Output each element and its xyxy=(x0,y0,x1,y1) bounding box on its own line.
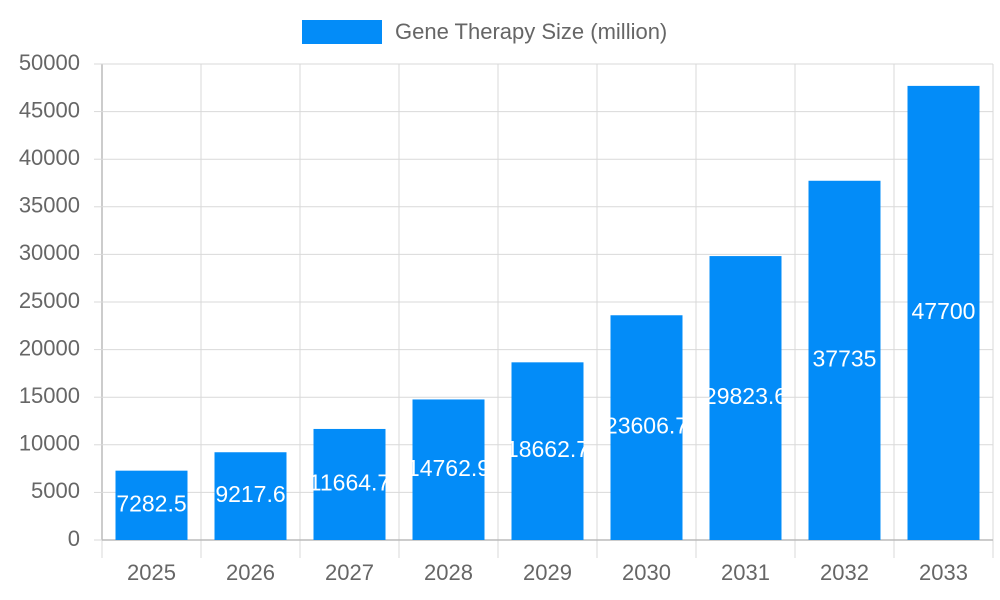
legend-swatch xyxy=(302,20,382,44)
bar xyxy=(412,399,485,540)
bar xyxy=(808,180,881,540)
value-label: 47700 xyxy=(912,298,976,324)
x-tick-label: 2026 xyxy=(226,560,275,585)
value-label: 37735 xyxy=(813,345,877,371)
value-label: 23606.7 xyxy=(605,413,688,439)
x-tick-label: 2033 xyxy=(919,560,968,585)
bar xyxy=(511,362,584,540)
bar xyxy=(907,85,980,541)
x-tick-label: 2029 xyxy=(523,560,572,585)
y-tick-label: 35000 xyxy=(19,193,80,218)
value-label: 9217.6 xyxy=(215,481,285,507)
y-tick-label: 20000 xyxy=(19,335,80,360)
value-label: 7282.5 xyxy=(116,490,186,516)
x-tick-label: 2028 xyxy=(424,560,473,585)
y-tick-label: 5000 xyxy=(31,478,80,503)
y-tick-label: 30000 xyxy=(19,240,80,265)
x-tick-label: 2027 xyxy=(325,560,374,585)
value-label: 18662.7 xyxy=(506,436,589,462)
y-tick-label: 25000 xyxy=(19,288,80,313)
x-tick-label: 2031 xyxy=(721,560,770,585)
y-tick-label: 45000 xyxy=(19,97,80,122)
y-tick-label: 40000 xyxy=(19,145,80,170)
bar xyxy=(610,315,683,540)
y-tick-label: 0 xyxy=(68,526,80,551)
bar xyxy=(313,428,386,540)
x-tick-label: 2030 xyxy=(622,560,671,585)
bar xyxy=(115,470,188,540)
bar xyxy=(214,452,287,540)
y-tick-label: 10000 xyxy=(19,431,80,456)
legend-label: Gene Therapy Size (million) xyxy=(395,19,667,44)
value-label: 11664.7 xyxy=(309,470,390,496)
value-label: 29823.6 xyxy=(704,383,787,409)
y-tick-label: 15000 xyxy=(19,383,80,408)
y-tick-label: 50000 xyxy=(19,50,80,75)
x-tick-label: 2032 xyxy=(820,560,869,585)
value-label: 14762.9 xyxy=(407,455,490,481)
bar xyxy=(709,256,782,540)
x-tick-label: 2025 xyxy=(127,560,176,585)
